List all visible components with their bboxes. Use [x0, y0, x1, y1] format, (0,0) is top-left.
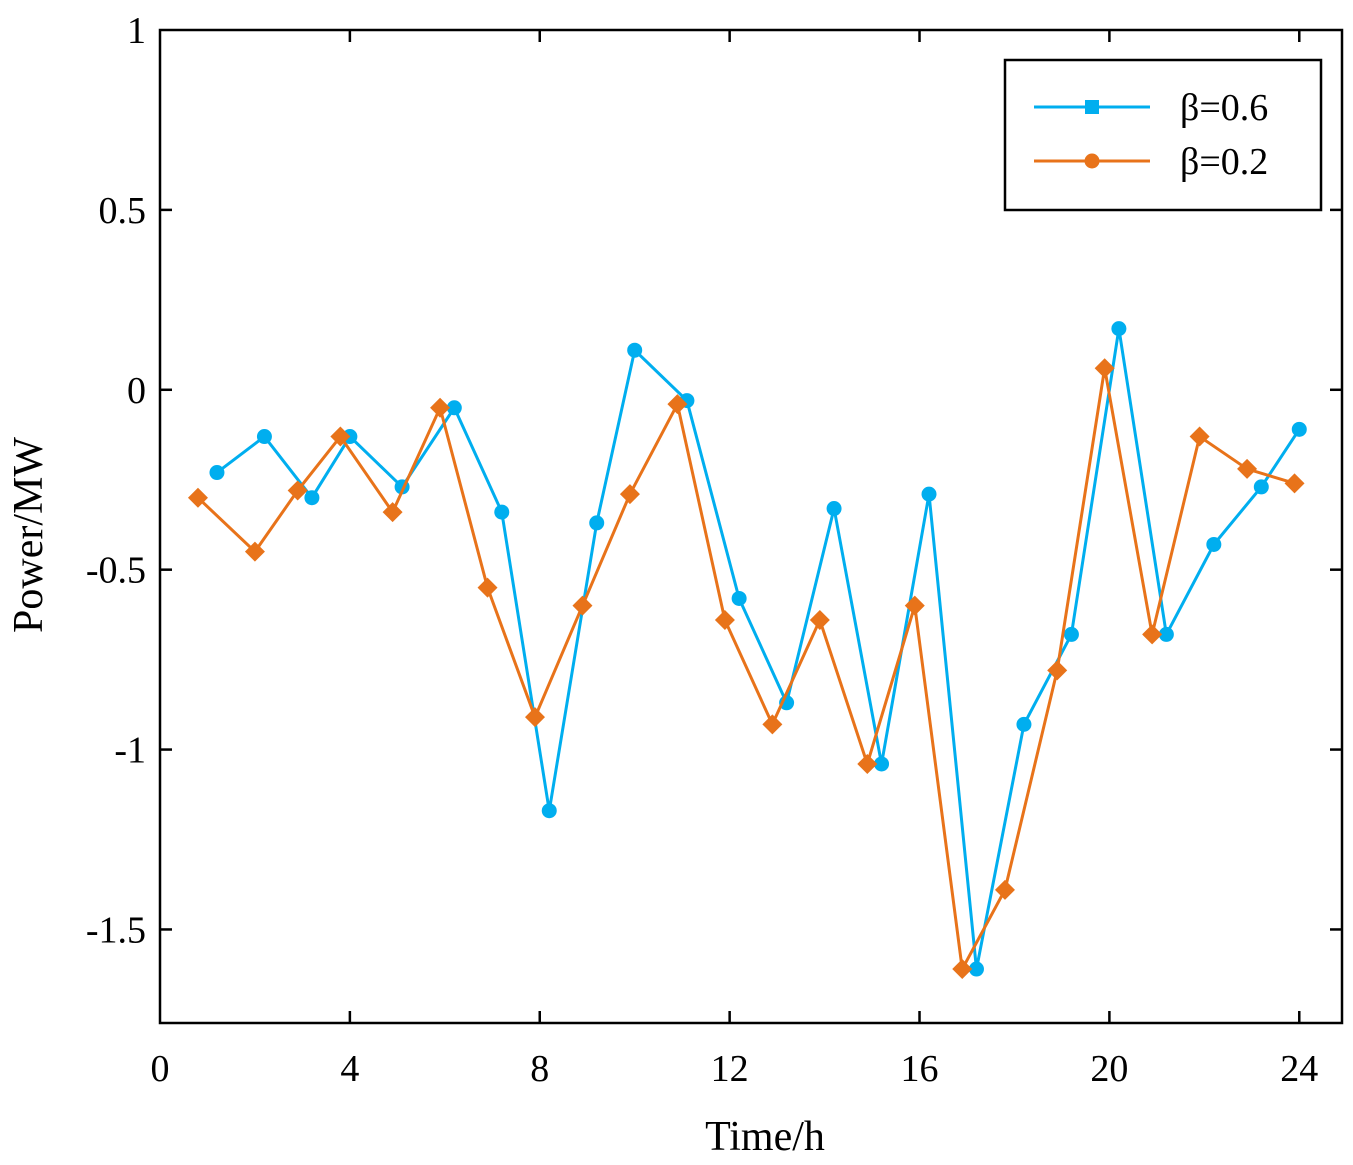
legend-label-series-2: β=0.2	[1180, 141, 1268, 183]
data-point	[762, 714, 783, 735]
data-point	[667, 394, 688, 415]
data-point	[857, 753, 878, 774]
data-point	[330, 426, 351, 447]
data-point	[921, 486, 937, 502]
data-point	[244, 541, 265, 562]
data-point	[1047, 660, 1068, 681]
data-point	[968, 961, 984, 977]
data-point	[525, 707, 546, 728]
series-layer	[187, 321, 1307, 980]
data-point	[1063, 626, 1079, 642]
y-tick-label: 1	[127, 10, 146, 52]
x-tick-label: 8	[530, 1048, 549, 1090]
data-point	[1094, 358, 1115, 379]
data-point	[287, 480, 308, 501]
data-point	[304, 490, 320, 506]
data-point	[1237, 458, 1258, 479]
series-line	[216, 328, 1301, 970]
plot-frame	[158, 28, 1344, 1025]
series-2	[187, 358, 1305, 980]
data-point	[494, 504, 510, 520]
data-point	[430, 397, 451, 418]
x-tick-label: 12	[711, 1048, 749, 1090]
data-point	[589, 515, 605, 531]
data-point	[1158, 626, 1174, 642]
data-point	[1284, 473, 1305, 494]
legend-box	[1003, 58, 1323, 212]
y-tick-label: 0.5	[99, 190, 147, 232]
data-point	[731, 590, 747, 606]
data-point	[904, 595, 925, 616]
data-point	[619, 484, 640, 505]
data-point	[714, 610, 735, 631]
data-point	[446, 400, 462, 416]
legend: β=0.6 β=0.2	[1003, 58, 1323, 212]
data-point	[256, 429, 272, 445]
data-point	[541, 803, 557, 819]
series-line	[196, 367, 1295, 974]
series-1	[209, 321, 1307, 977]
x-tick-label: 24	[1280, 1048, 1318, 1090]
legend-marker-series-1	[1085, 100, 1099, 114]
y-tick-label: -1.5	[86, 909, 146, 951]
data-point	[382, 502, 403, 523]
data-point	[627, 342, 643, 358]
y-tick-label: -1	[114, 730, 146, 772]
legend-label-series-1: β=0.6	[1180, 87, 1268, 129]
data-point	[209, 465, 225, 481]
x-tick-label: 0	[151, 1048, 170, 1090]
data-point	[1253, 479, 1269, 495]
y-tick-label: -0.5	[86, 550, 146, 592]
data-point	[1189, 426, 1210, 447]
data-point	[952, 959, 973, 980]
x-tick-label: 4	[340, 1048, 359, 1090]
data-point	[826, 501, 842, 517]
data-point	[572, 595, 593, 616]
y-axis-ticks: 1 0.5 0 -0.5 -1 -1.5	[86, 10, 1342, 951]
data-point	[1016, 716, 1032, 732]
y-axis-label: Power/MW	[6, 437, 52, 633]
data-point	[1111, 321, 1127, 337]
legend-marker-series-2	[1084, 153, 1100, 169]
data-point	[809, 610, 830, 631]
data-point	[1142, 624, 1163, 645]
x-tick-label: 20	[1090, 1048, 1128, 1090]
x-axis-label: Time/h	[705, 1114, 825, 1160]
x-axis-ticks: 0 4 8 12 16 20 24	[151, 30, 1318, 1090]
x-tick-label: 16	[901, 1048, 939, 1090]
data-point	[1291, 421, 1307, 437]
data-point	[874, 756, 890, 772]
data-point	[994, 879, 1015, 900]
data-point	[1206, 536, 1222, 552]
data-point	[477, 577, 498, 598]
data-point	[187, 487, 208, 508]
y-tick-label: 0	[127, 370, 146, 412]
